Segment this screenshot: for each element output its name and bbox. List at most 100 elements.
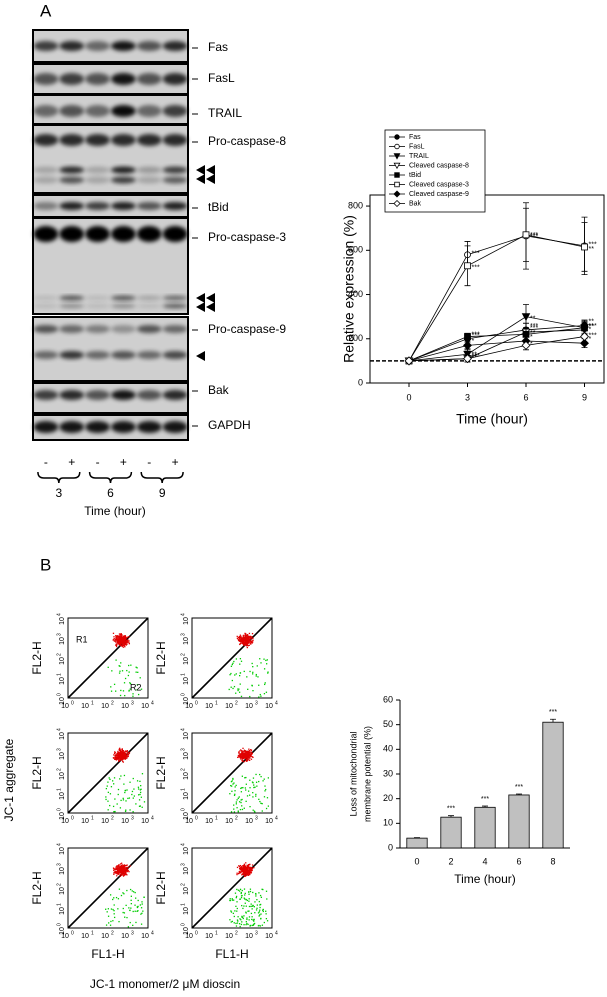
event-dot	[247, 865, 249, 867]
blot-border	[32, 217, 189, 315]
event-dot	[245, 872, 247, 874]
event-dot	[265, 659, 267, 662]
x-tick-label: 2	[448, 856, 453, 866]
event-dot	[246, 760, 248, 762]
blot-band	[162, 73, 188, 85]
blot-band	[33, 295, 59, 301]
y-axis-label: membrane potential (%)	[362, 726, 372, 822]
event-dot	[121, 870, 123, 872]
event-dot	[245, 789, 247, 791]
x-tick-exp: 0	[195, 700, 198, 706]
legend-marker	[394, 134, 400, 140]
event-dot	[238, 688, 240, 690]
event-dot	[245, 750, 247, 752]
y-tick-base: 10	[183, 812, 190, 820]
event-dot	[121, 749, 124, 752]
event-dot	[241, 921, 243, 923]
y-tick-exp: 2	[56, 883, 62, 886]
event-dot	[232, 777, 234, 780]
event-dot	[233, 899, 235, 901]
event-dot	[118, 866, 120, 868]
flow-ylabel: JC-1 aggregate	[2, 738, 16, 821]
event-dot	[123, 912, 126, 914]
y-tick-base: 10	[59, 637, 66, 645]
event-dot	[231, 899, 234, 901]
event-dot	[242, 638, 244, 640]
event-dot	[123, 682, 126, 684]
event-dot	[121, 754, 124, 756]
event-dot	[243, 864, 245, 867]
x-tick-exp: 3	[255, 930, 258, 936]
event-dot	[247, 755, 249, 758]
event-dot	[134, 904, 136, 906]
y-tick-base: 10	[183, 697, 190, 705]
time-label: 9	[159, 486, 166, 500]
event-dot	[241, 915, 243, 918]
event-dot	[248, 900, 250, 902]
flow-y-axis: FL2-H	[30, 871, 44, 904]
event-dot	[135, 671, 137, 673]
y-tick-exp: 4	[180, 843, 186, 846]
event-dot	[117, 756, 119, 758]
event-dot	[238, 640, 241, 642]
event-dot	[237, 889, 240, 891]
event-dot	[248, 640, 250, 643]
event-dot	[256, 899, 258, 901]
event-dot	[240, 897, 243, 899]
event-dot	[135, 897, 137, 899]
event-dot	[123, 643, 125, 645]
event-dot	[119, 642, 121, 644]
event-dot	[139, 793, 141, 796]
event-dot	[241, 637, 244, 639]
event-dot	[247, 644, 249, 647]
event-dot	[118, 749, 121, 752]
blot-band	[59, 390, 85, 400]
event-dot	[248, 870, 250, 872]
x-tick-exp: 1	[215, 815, 218, 821]
event-dot	[248, 644, 250, 646]
event-dot	[265, 890, 268, 892]
event-dot	[120, 759, 122, 761]
event-dot	[112, 632, 115, 634]
blot-strip	[33, 125, 188, 193]
event-dot	[126, 870, 129, 872]
blot-band	[111, 325, 136, 333]
y-tick-exp: 2	[180, 653, 186, 656]
legend-marker	[394, 172, 400, 178]
event-dot	[120, 751, 122, 753]
event-dot	[136, 667, 138, 669]
event-dot	[251, 864, 254, 866]
x-tick-exp: 4	[275, 700, 278, 706]
event-dot	[127, 926, 130, 928]
blot-label: Bak	[208, 383, 230, 397]
event-dot	[128, 641, 130, 644]
event-dot	[245, 639, 247, 642]
event-dot	[238, 637, 241, 639]
event-dot	[123, 893, 125, 895]
event-dot	[124, 757, 126, 760]
y-tick-exp: 1	[180, 903, 186, 906]
event-dot	[118, 642, 121, 644]
event-dot	[239, 639, 242, 641]
blot-band	[33, 166, 59, 174]
blot-band	[33, 105, 59, 117]
event-dot	[265, 910, 267, 912]
y-tick-base: 10	[59, 732, 66, 740]
y-tick-exp: 0	[56, 808, 62, 811]
event-dot	[115, 638, 117, 640]
event-dot	[247, 871, 250, 874]
event-dot	[127, 641, 129, 643]
y-tick-base: 10	[59, 867, 66, 875]
error-bar	[516, 793, 522, 795]
event-dot	[244, 641, 246, 643]
event-dot	[242, 757, 245, 760]
event-dot	[258, 780, 260, 783]
event-dot	[238, 635, 241, 638]
event-dot	[125, 904, 127, 907]
event-dot	[116, 637, 119, 639]
event-dot	[125, 871, 127, 874]
x-tick-base: 10	[141, 818, 149, 825]
event-dot	[124, 865, 126, 867]
event-dot	[120, 867, 122, 870]
event-dot	[261, 802, 263, 805]
